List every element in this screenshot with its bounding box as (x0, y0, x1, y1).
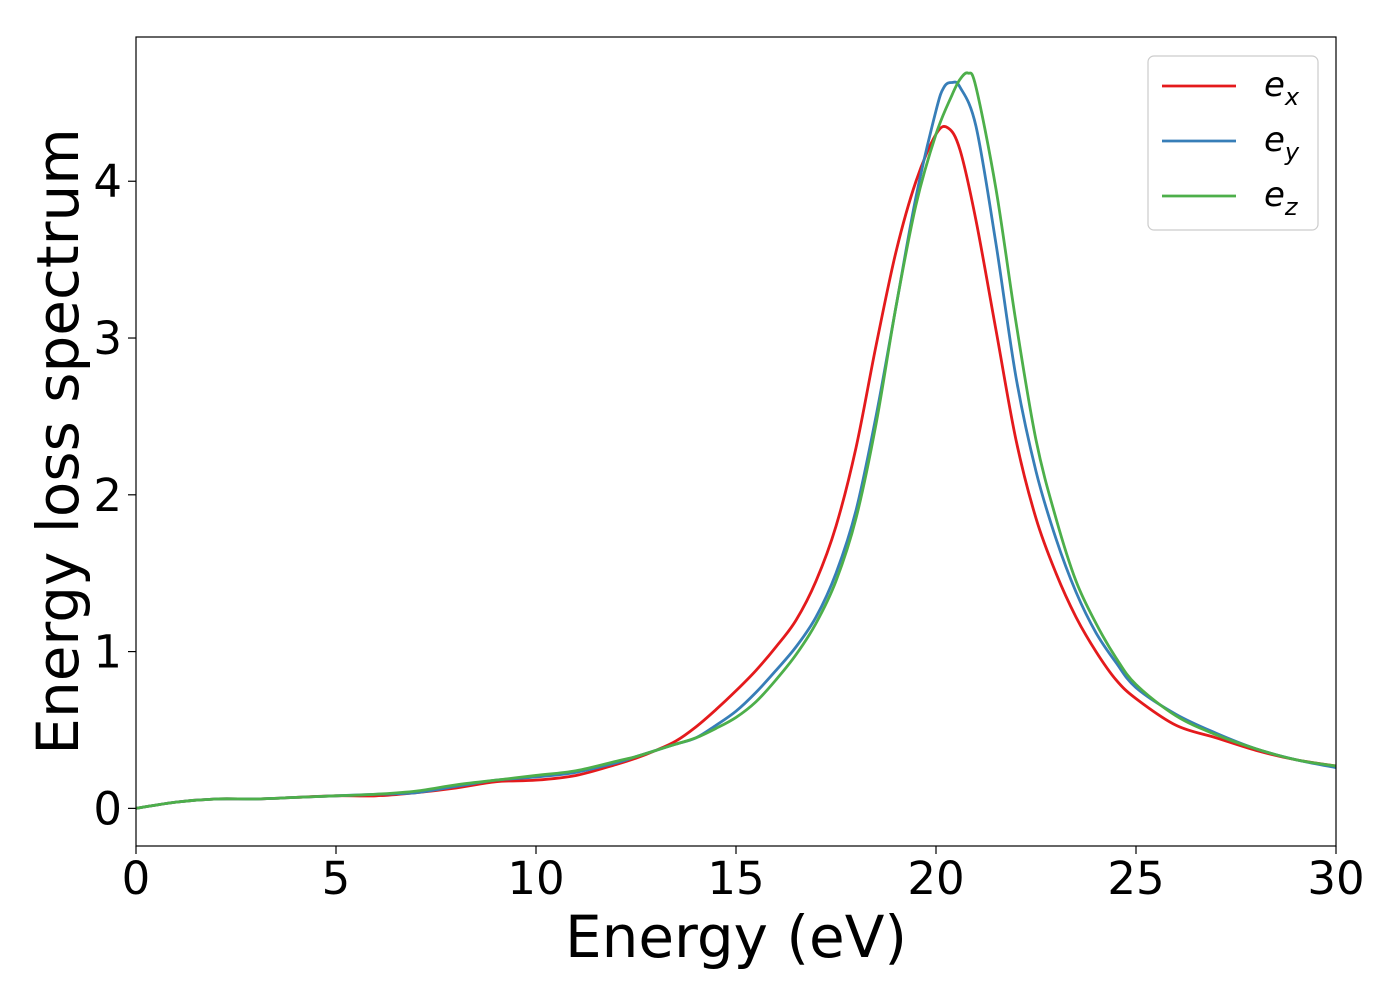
y-tick-label: 3 (93, 312, 122, 365)
x-axis-ticks: 0 5 10 15 20 25 30 (122, 846, 1365, 905)
x-tick-label: 10 (507, 852, 564, 905)
x-tick-label: 25 (1107, 852, 1164, 905)
x-tick-label: 30 (1307, 852, 1364, 905)
plot-lines (135, 71, 1337, 810)
x-axis-label: Energy (eV) (565, 903, 907, 971)
legend-label-x: ex (1264, 65, 1300, 111)
legend-label-y: ey (1264, 120, 1300, 166)
y-tick-label: 2 (93, 469, 122, 522)
x-tick-label: 20 (907, 852, 964, 905)
plot-frame (135, 36, 1337, 847)
x-tick-label: 15 (707, 852, 764, 905)
x-tick-label: 5 (322, 852, 351, 905)
y-axis-label: Energy loss spectrum (24, 128, 92, 754)
series-line-y (135, 80, 1337, 810)
x-tick-label: 0 (122, 852, 151, 905)
legend-label-z: ez (1264, 175, 1299, 221)
series-line-z (135, 71, 1337, 810)
y-tick-label: 1 (93, 626, 122, 679)
legend: ex ey ez (1147, 55, 1319, 231)
y-axis-ticks: 0 1 2 3 4 (93, 155, 136, 835)
legend-box (1147, 55, 1319, 231)
y-tick-label: 4 (93, 155, 122, 208)
y-tick-label: 0 (93, 782, 122, 835)
